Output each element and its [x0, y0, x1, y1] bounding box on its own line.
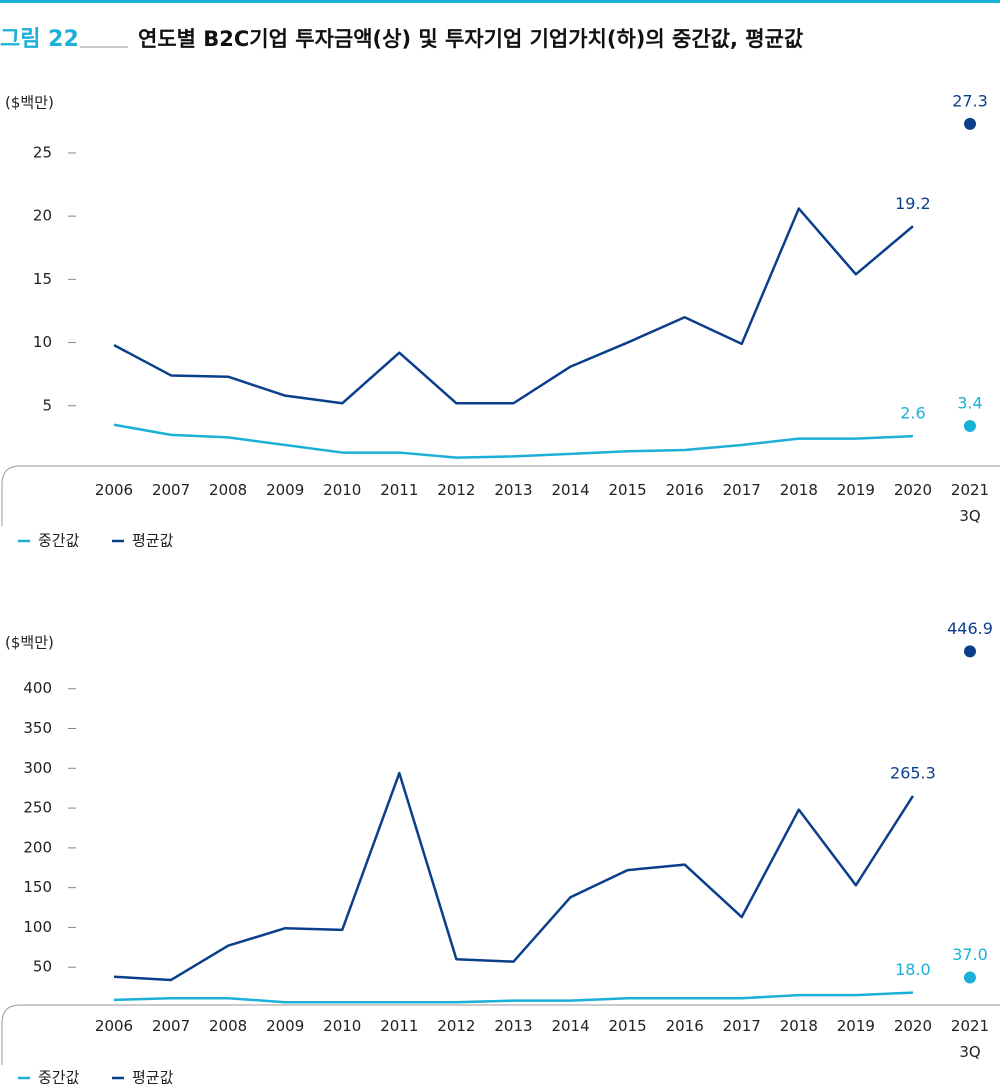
x-tick-label: 2011	[380, 1017, 419, 1035]
top-rule	[0, 0, 1000, 3]
series-line	[113, 207, 914, 405]
legend-label: 평균값	[132, 1069, 174, 1087]
x-tick-label: 2020	[893, 481, 933, 499]
y-tick-label: 10	[33, 333, 52, 351]
y-tick-label: 150	[23, 878, 52, 896]
y-unit-label: ($백만)	[5, 634, 54, 652]
y-unit-label: ($백만)	[5, 94, 54, 112]
x-tick-label: 2020	[893, 1017, 933, 1035]
x-tick-label: 2015	[608, 481, 647, 499]
x-tick-label: 2009	[266, 481, 305, 499]
x-tick-label: 2018	[779, 481, 818, 499]
x-tick-label: 2006	[94, 481, 134, 499]
x-tick-label: 2006	[94, 1017, 134, 1035]
x-tick-label: 2019	[836, 481, 875, 499]
value-label: 27.3	[952, 91, 988, 110]
x-tick-label: 2007	[151, 1017, 191, 1035]
x-tick-label: 2013	[494, 481, 533, 499]
value-label: 3.4	[957, 394, 982, 413]
x-tick-label: 2010	[323, 1017, 362, 1035]
x-tick-label: 2014	[551, 1017, 590, 1035]
legend-label: 중간값	[38, 1069, 80, 1087]
series-point	[964, 971, 976, 984]
x-tick-label: 2017	[722, 481, 761, 499]
x-tick-label: 2011	[380, 481, 419, 499]
x-tick-label: 2013	[494, 1017, 533, 1035]
series-point	[964, 645, 976, 658]
x-tick-label: 2021 3Q	[950, 481, 990, 525]
x-tick-label: 2015	[608, 1017, 647, 1035]
value-label: 265.3	[890, 763, 936, 782]
x-tick-label: 2018	[779, 1017, 818, 1035]
x-tick-label: 2007	[151, 481, 191, 499]
series-line	[113, 423, 913, 459]
x-tick-label: 2008	[209, 1017, 248, 1035]
legend-label: 중간값	[38, 532, 80, 550]
axis-frame	[1, 465, 1000, 526]
series-line	[113, 991, 913, 1004]
y-tick-label: 250	[23, 799, 52, 817]
x-tick-label: 2021 3Q	[950, 1017, 990, 1061]
y-tick-label: 15	[33, 270, 52, 288]
legend-label: 평균값	[132, 532, 174, 550]
y-tick-label: 100	[23, 918, 52, 936]
x-tick-label: 2017	[722, 1017, 761, 1035]
x-tick-label: 2019	[836, 1017, 875, 1035]
chart-title: 연도별 B2C기업 투자금액(상) 및 투자기업 기업가치(하)의 중간값, 평…	[138, 27, 803, 51]
x-tick-label: 2016	[665, 1017, 704, 1035]
x-tick-label: 2008	[209, 481, 248, 499]
value-label: 19.2	[895, 194, 931, 213]
series-point	[964, 420, 976, 433]
x-tick-label: 2014	[551, 481, 590, 499]
figure-number: 그림 22	[0, 27, 79, 52]
value-label: 2.6	[900, 404, 925, 423]
y-tick-label: 20	[33, 207, 52, 225]
x-tick-label: 2012	[437, 481, 476, 499]
y-tick-label: 400	[23, 679, 52, 697]
y-tick-label: 300	[23, 759, 52, 777]
y-tick-label: 5	[42, 396, 52, 414]
y-tick-label: 50	[33, 958, 52, 976]
x-tick-label: 2010	[323, 481, 362, 499]
y-tick-label: 350	[23, 719, 52, 737]
value-label: 18.0	[895, 960, 931, 979]
series-line	[113, 771, 914, 982]
x-tick-label: 2012	[437, 1017, 476, 1035]
value-label: 37.0	[952, 945, 988, 964]
x-tick-label: 2009	[266, 1017, 305, 1035]
x-tick-label: 2016	[665, 481, 704, 499]
series-point	[964, 117, 976, 130]
y-tick-label: 200	[23, 838, 52, 856]
axis-frame	[1, 1004, 1000, 1065]
y-tick-label: 25	[33, 143, 52, 161]
value-label: 446.9	[947, 619, 993, 638]
